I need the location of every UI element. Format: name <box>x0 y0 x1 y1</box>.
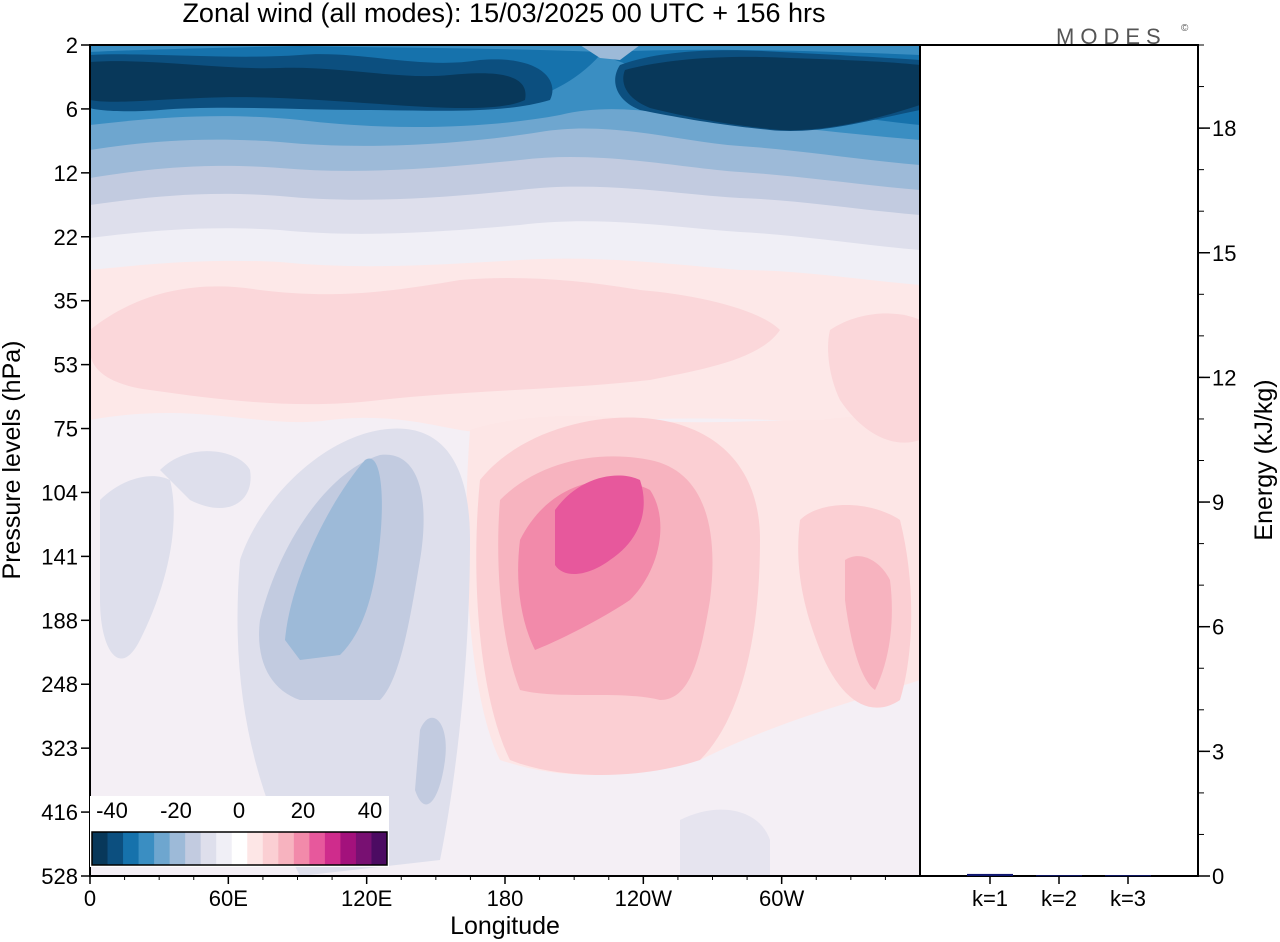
colorbar-tick-label: -40 <box>96 798 128 823</box>
x-tick-label: 60W <box>759 886 804 911</box>
colorbar-swatch <box>107 832 124 865</box>
colorbar-swatch <box>324 832 341 865</box>
zonal-wind-heatmap <box>90 45 920 876</box>
chart-title: Zonal wind (all modes): 15/03/2025 00 UT… <box>182 0 825 28</box>
x-axis-label: Longitude <box>450 912 560 940</box>
x-tick-label: 120W <box>615 886 673 911</box>
colorbar-tick-label: 0 <box>233 798 245 823</box>
colorbar-swatch <box>123 832 140 865</box>
x-tick-label: 0 <box>84 886 96 911</box>
y-tick-label: 141 <box>41 544 78 569</box>
y-tick-label: 22 <box>54 225 78 250</box>
colorbar-swatch <box>138 832 155 865</box>
energy-tick-label: 6 <box>1212 615 1224 640</box>
energy-bar <box>1105 875 1151 877</box>
energy-tick-label: 0 <box>1212 864 1224 889</box>
y-tick-label: 416 <box>41 800 78 825</box>
colorbar-swatch <box>293 832 310 865</box>
y-tick-label: 248 <box>41 672 78 697</box>
colorbar-swatch <box>262 832 279 865</box>
energy-tick-label: 18 <box>1212 116 1236 141</box>
energy-tick-label: 9 <box>1212 490 1224 515</box>
energy-tick-label: 3 <box>1212 739 1224 764</box>
y-tick-label: 2 <box>66 33 78 58</box>
energy-category-label: k=2 <box>1041 886 1077 911</box>
energy-tick-label: 15 <box>1212 241 1236 266</box>
energy-tick-label: 12 <box>1212 365 1236 390</box>
y-tick-label: 188 <box>41 608 78 633</box>
colorbar-tick-label: 40 <box>358 798 382 823</box>
energy-bar <box>967 873 1013 876</box>
x-tick-label: 120E <box>341 886 392 911</box>
colorbar-swatch <box>92 832 109 865</box>
colorbar-frame <box>91 831 388 866</box>
energy-category-label: k=1 <box>972 886 1008 911</box>
colorbar-tick-label: 20 <box>291 798 315 823</box>
colorbar-swatch <box>371 832 388 865</box>
pressure-axis: 2 6 12 22 35 53 75 104 141 188 248 323 416 528 <box>41 33 90 889</box>
colorbar-swatch <box>154 832 171 865</box>
colorbar-tick-label: -20 <box>160 798 192 823</box>
energy-bar <box>1036 875 1082 877</box>
y-axis-label: Pressure levels (hPa) <box>0 341 26 580</box>
colorbar-swatch <box>231 832 248 865</box>
x-tick-label: 60E <box>209 886 248 911</box>
y-tick-label: 12 <box>54 161 78 186</box>
y-tick-label: 53 <box>54 353 78 378</box>
brand-mark: © <box>1181 23 1189 34</box>
colorbar-swatch <box>278 832 295 865</box>
colorbar-swatch <box>169 832 186 865</box>
y-tick-label: 6 <box>66 97 78 122</box>
y-tick-label: 35 <box>54 289 78 314</box>
y-tick-label: 75 <box>54 417 78 442</box>
y-tick-label: 323 <box>41 736 78 761</box>
y-tick-label: 528 <box>41 864 78 889</box>
colorbar-swatch <box>185 832 202 865</box>
x-tick-label: 180 <box>487 886 524 911</box>
colorbar-swatch <box>340 832 357 865</box>
colorbar-swatch <box>247 832 264 865</box>
colorbar-swatch <box>200 832 217 865</box>
energy-axis-label: Energy (kJ/kg) <box>1250 379 1278 540</box>
energy-category-label: k=3 <box>1110 886 1146 911</box>
energy-bars: 0 3 6 9 12 15 18 k=1 k=2 k=3 <box>967 44 1236 911</box>
y-tick-label: 104 <box>41 480 78 505</box>
colorbar: -40 -20 0 20 40 <box>90 796 389 867</box>
colorbar-swatch <box>355 832 372 865</box>
energy-panel <box>919 44 1199 877</box>
colorbar-swatch <box>216 832 233 865</box>
colorbar-swatch <box>309 832 326 865</box>
longitude-axis: 0 60E 120E 180 120W 60W <box>84 876 886 911</box>
